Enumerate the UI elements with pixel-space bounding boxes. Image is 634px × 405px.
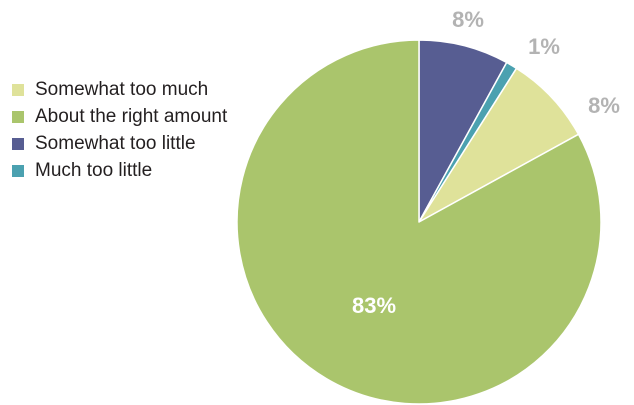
legend-swatch xyxy=(12,137,24,150)
legend-item-somewhat-too-much: Somewhat too much xyxy=(12,76,227,103)
pie-slice-about-the-right-amount xyxy=(236,39,602,405)
legend-item-much-too-little: Much too little xyxy=(12,157,227,184)
legend-swatch xyxy=(12,164,24,177)
legend: Somewhat too much About the right amount… xyxy=(12,76,227,184)
legend-label: About the right amount xyxy=(35,105,228,127)
data-label-somewhat-too-little: 8% xyxy=(452,7,484,32)
data-label-about-the-right-amount: 83% xyxy=(352,293,396,318)
legend-label: Somewhat too little xyxy=(35,132,196,154)
data-label-somewhat-too-much: 8% xyxy=(588,93,620,118)
legend-label: Much too little xyxy=(35,159,153,181)
data-label-much-too-little: 1% xyxy=(528,34,560,59)
legend-item-somewhat-too-little: Somewhat too little xyxy=(12,130,227,157)
legend-swatch xyxy=(12,110,24,123)
legend-label: Somewhat too much xyxy=(35,78,209,100)
pie-slice-somewhat-too-little xyxy=(418,39,508,223)
pie-slice-somewhat-too-much xyxy=(418,67,580,223)
legend-item-about-the-right-amount: About the right amount xyxy=(12,103,227,130)
legend-swatch xyxy=(12,83,24,96)
